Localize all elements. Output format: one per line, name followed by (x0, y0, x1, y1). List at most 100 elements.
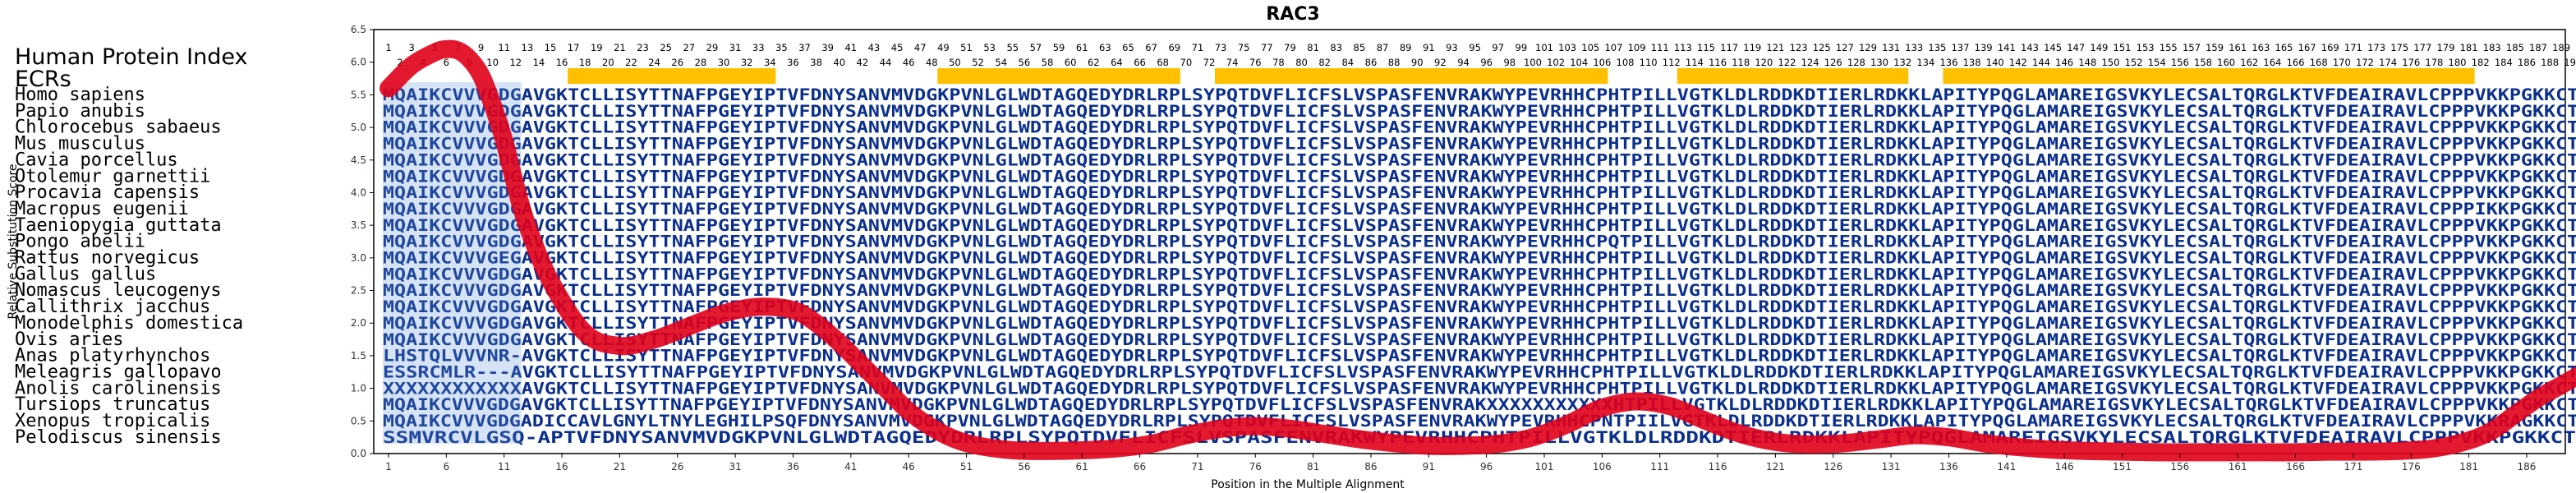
human-index-number: 94 (1457, 57, 1470, 68)
species-label: Homo sapiens (15, 85, 145, 105)
human-index-number: 27 (683, 42, 695, 53)
human-index-number: 159 (2206, 42, 2224, 53)
human-index-number: 69 (1168, 42, 1180, 53)
human-index-number: 9 (478, 42, 484, 53)
human-index-number: 123 (1790, 42, 1808, 53)
human-index-number: 41 (844, 42, 857, 53)
x-tick-label: 56 (1018, 461, 1030, 472)
human-index-number: 163 (2252, 42, 2270, 53)
alignment-sequence: MQAIKCVVVGDGAVGKTCLLISYTTNAFPGEYIPTVFDNY… (383, 314, 2576, 333)
human-index-number: 155 (2160, 42, 2178, 53)
x-tick-label: 156 (2170, 461, 2189, 472)
alignment-sequence: XXXXXXXXXXXXAVGKTCLLISYTTNAFPGEYIPTVFDNY… (383, 379, 2576, 398)
human-index-number: 55 (1006, 42, 1019, 53)
human-index-number: 98 (1503, 57, 1516, 68)
human-index-number: 124 (1801, 57, 1819, 68)
human-index-number: 28 (695, 57, 707, 68)
y-tick-label: 0.0 (351, 448, 366, 459)
ecr-bar (937, 68, 1180, 84)
human-index-number: 148 (2078, 57, 2096, 68)
human-index-number: 103 (1558, 42, 1576, 53)
species-label: Gallus gallus (15, 264, 156, 284)
x-tick-label: 76 (1249, 461, 1262, 472)
ecr-bar (1943, 68, 2475, 84)
human-index-number: 97 (1492, 42, 1504, 53)
x-tick-label: 121 (1766, 461, 1785, 472)
human-index-number: 96 (1480, 57, 1493, 68)
substitution-score-line (380, 39, 2576, 462)
human-index-number: 117 (1720, 42, 1738, 53)
species-label: Ovis aries (15, 329, 123, 350)
x-tick-label: 131 (1882, 461, 1901, 472)
human-index-number: 39 (821, 42, 834, 53)
human-index-number: 173 (2367, 42, 2385, 53)
human-index-number: 63 (1099, 42, 1111, 53)
human-index-number: 182 (2472, 57, 2490, 68)
x-tick-label: 91 (1423, 461, 1435, 472)
alignment-sequence: MQAIKCVVVGEGAVGKTCLLISYTTNAFPGEYIPTVFDNY… (383, 249, 2576, 268)
alignment-sequence: ESSRCMLR---AVGKTCLLISYTTNAFPGEYIPTVFDNYS… (383, 362, 2576, 381)
x-axis: 1 6 11 16 21 26 31 36 41 46 51 56 61 66 71 76 81 86 91 96 10… (385, 454, 2576, 472)
species-label: Xenopus tropicalis (15, 411, 210, 431)
x-tick-label: 86 (1364, 461, 1377, 472)
human-index-number: 113 (1674, 42, 1692, 53)
human-index-number: 153 (2137, 42, 2155, 53)
human-index-number: 178 (2425, 57, 2443, 68)
human-index-number: 181 (2460, 42, 2478, 53)
human-index-number: 20 (602, 57, 614, 68)
human-index-number: 188 (2541, 57, 2559, 68)
human-index-number: 21 (614, 42, 626, 53)
human-index-number: 138 (1963, 57, 1981, 68)
human-index-number: 80 (1295, 57, 1308, 68)
species-label: Macropus eugenii (15, 199, 189, 219)
human-index-number: 30 (718, 57, 730, 68)
human-index-number: 108 (1617, 57, 1635, 68)
human-index-number: 129 (1859, 42, 1877, 53)
y-tick-label: 1.0 (351, 383, 366, 394)
human-index-number: 118 (1732, 57, 1750, 68)
species-label: Chlorocebus sabaeus (15, 117, 222, 138)
human-index-number: 91 (1423, 42, 1435, 53)
human-index-number: 119 (1743, 42, 1761, 53)
species-label: Papio anubis (15, 101, 145, 122)
alignment-sequence: MQAIKCVVVGDGAVGKTCLLISYTTNAFPGEYIPTVFDNY… (383, 297, 2576, 316)
human-index-number: 156 (2171, 57, 2189, 68)
human-index-number: 172 (2356, 57, 2374, 68)
alignment-sequence: MQAIKCVVVGDGAVGKTCLLISYTTNAFPGEYIPTVFDNY… (383, 135, 2576, 154)
human-index-number: 85 (1354, 42, 1366, 53)
human-index-number: 95 (1469, 42, 1481, 53)
human-index-number: 144 (2032, 57, 2050, 68)
human-index-number: 93 (1446, 42, 1458, 53)
x-tick-label: 61 (1076, 461, 1088, 472)
human-index-number: 72 (1203, 57, 1216, 68)
human-index-number: 179 (2436, 42, 2454, 53)
human-index-number: 149 (2090, 42, 2108, 53)
x-tick-label: 36 (787, 461, 799, 472)
y-tick-label: 2.5 (351, 285, 366, 297)
x-tick-label: 141 (1997, 461, 2016, 472)
human-index-number: 164 (2263, 57, 2281, 68)
human-index-number: 6 (444, 57, 449, 68)
human-index-number: 88 (1388, 57, 1401, 68)
ecr-bar (1215, 68, 1608, 84)
human-index-number: 184 (2495, 57, 2513, 68)
ecr-bar (1677, 68, 1909, 84)
human-index-number: 13 (522, 42, 534, 53)
human-index-number: 186 (2518, 57, 2536, 68)
human-index-number: 51 (960, 42, 973, 53)
human-index-number: 175 (2390, 42, 2408, 53)
x-tick-label: 161 (2229, 461, 2247, 472)
x-tick-label: 51 (960, 461, 973, 472)
human-index-number: 79 (1284, 42, 1296, 53)
alignment-sequence: MQAIKCVVVGDGAVGKTCLLISYTTNAFPGEYIPTVFDNY… (383, 167, 2576, 186)
human-index-number: 48 (926, 57, 938, 68)
human-index-number: 112 (1663, 57, 1681, 68)
human-index-number: 70 (1180, 57, 1193, 68)
human-index-number: 38 (810, 57, 822, 68)
species-label: Nomascus leucogenys (15, 280, 222, 301)
ecr-label: ECRs (15, 67, 71, 92)
human-index-number: 99 (1516, 42, 1528, 53)
species-label: Rattus norvegicus (15, 248, 200, 269)
human-index-number: 150 (2101, 57, 2119, 68)
